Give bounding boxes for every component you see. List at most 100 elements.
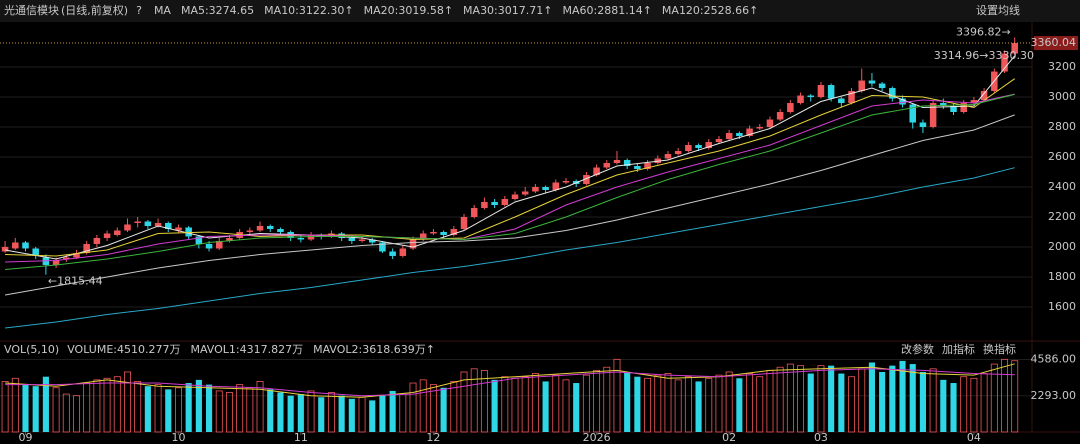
- volume-bar: [950, 383, 957, 432]
- candle-body: [674, 151, 682, 155]
- candle-body: [277, 228, 284, 232]
- candle-body: [175, 227, 182, 231]
- candle-body: [562, 181, 570, 183]
- indicator-button[interactable]: 换指标: [983, 342, 1016, 356]
- candle-body: [22, 242, 29, 249]
- legend-entry: MA20:3019.58↑: [364, 4, 453, 17]
- top-bar: [0, 0, 1080, 22]
- volume-bar: [715, 374, 723, 433]
- volume-bar: [705, 377, 713, 433]
- prev-annotation: 3314.96→3330.30: [934, 49, 1034, 62]
- candle-body: [603, 163, 611, 168]
- candle-body: [960, 103, 967, 113]
- volume-bar: [236, 384, 244, 433]
- candle-body: [32, 248, 39, 256]
- volume-bar: [828, 365, 835, 432]
- legend-entry: MA120:2528.66↑: [662, 4, 758, 17]
- volume-bar: [899, 360, 906, 432]
- candle-body: [848, 91, 855, 104]
- volume-bar: [990, 363, 998, 433]
- y-tick-label: 1600: [1048, 300, 1076, 313]
- settings-button[interactable]: 设置均线: [976, 3, 1020, 17]
- candle-body: [970, 100, 978, 104]
- candle-body: [124, 224, 131, 231]
- volume-ma-line: [5, 368, 1015, 397]
- candle-body: [470, 207, 478, 217]
- volume-bar: [144, 386, 151, 432]
- candle-body: [858, 80, 865, 92]
- ma-line: [5, 167, 1015, 329]
- volume-bar: [644, 377, 652, 433]
- candle-body: [399, 248, 407, 256]
- candle-body: [266, 225, 274, 229]
- last-price-box: [1034, 36, 1078, 51]
- volume-bar: [165, 389, 172, 432]
- legend-entry: MA60:2881.14↑: [562, 4, 651, 17]
- y-tick-label: 2293.00: [1031, 389, 1077, 402]
- volume-bar: [11, 377, 19, 433]
- candle-body: [63, 257, 70, 259]
- ma-line: [5, 93, 1015, 270]
- candle-body: [450, 228, 458, 235]
- x-tick-label: 03: [814, 431, 828, 444]
- candle-body: [307, 234, 315, 240]
- help-button[interactable]: ?: [136, 4, 142, 17]
- candle-body: [695, 145, 702, 149]
- candle-body: [532, 186, 539, 192]
- candle-body: [950, 106, 957, 113]
- candle-body: [929, 103, 937, 128]
- volume-bar: [838, 373, 845, 432]
- volume-bar: [62, 393, 70, 433]
- y-tick-label: 2400: [1048, 180, 1076, 193]
- volume-bar: [440, 387, 447, 432]
- candle-body: [797, 95, 804, 104]
- volume-bar: [318, 397, 325, 432]
- volume-ma-line: [5, 363, 1015, 398]
- volume-bar: [501, 376, 509, 433]
- candle-body: [256, 225, 264, 231]
- candle-body: [685, 145, 692, 152]
- candle-body: [746, 128, 753, 137]
- candle-body: [664, 154, 672, 159]
- chart-subtitle: (日线,前复权): [61, 3, 128, 17]
- y-tick-label: 2000: [1048, 240, 1076, 253]
- x-tick-label: 10: [171, 431, 185, 444]
- candle-body: [419, 233, 427, 240]
- x-tick-label: 09: [18, 431, 32, 444]
- candle-body: [460, 216, 468, 229]
- volume-bar: [379, 395, 386, 432]
- volume-bar: [746, 373, 754, 433]
- volume-bar: [654, 374, 662, 433]
- volume-bar: [868, 362, 875, 432]
- candle-body: [766, 119, 774, 128]
- legend-entry: MAVOL1:4317.827万: [190, 343, 303, 356]
- candle-body: [634, 166, 641, 170]
- volume-bar: [480, 369, 488, 433]
- volume-bar: [940, 379, 947, 432]
- volume-bar: [889, 365, 896, 432]
- y-tick-label: 2200: [1048, 210, 1076, 223]
- candle-body: [756, 127, 764, 129]
- volume-bar: [409, 382, 417, 433]
- indicator-button[interactable]: 改参数: [901, 342, 934, 356]
- volume-bar: [756, 376, 764, 433]
- volume-bar: [297, 394, 304, 432]
- ma-line: [5, 55, 1016, 260]
- candle-body: [909, 104, 916, 123]
- candle-body: [1011, 43, 1018, 54]
- candle-body: [776, 112, 784, 120]
- indicator-button[interactable]: 加指标: [942, 342, 975, 356]
- candle-body: [838, 98, 845, 104]
- candle-body: [919, 122, 927, 128]
- legend-entry: MA30:3017.71↑: [463, 4, 552, 17]
- y-tick-label: 2600: [1048, 150, 1076, 163]
- volume-bar: [909, 364, 916, 432]
- volume-bar: [1001, 358, 1008, 433]
- volume-bar: [277, 392, 284, 432]
- candle-body: [205, 243, 213, 249]
- volume-bar: [603, 366, 611, 433]
- candle-body: [807, 95, 815, 98]
- candle-body: [440, 231, 447, 235]
- candle-body: [1001, 53, 1008, 72]
- y-tick-label: 2800: [1048, 120, 1076, 133]
